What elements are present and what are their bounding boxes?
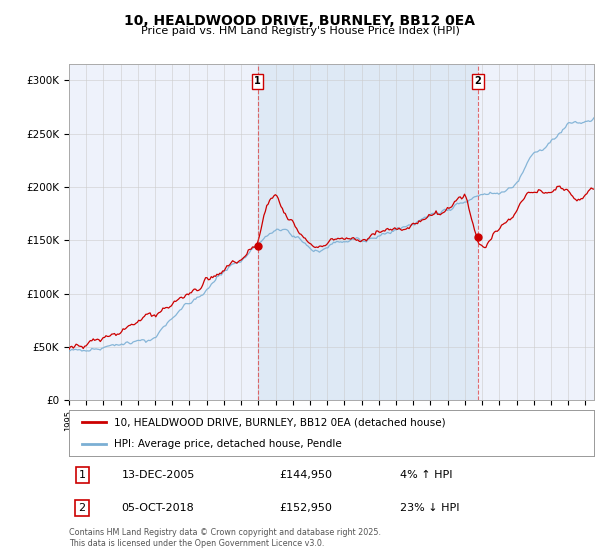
Text: 23% ↓ HPI: 23% ↓ HPI	[400, 503, 459, 513]
Text: Contains HM Land Registry data © Crown copyright and database right 2025.
This d: Contains HM Land Registry data © Crown c…	[69, 528, 381, 548]
Text: 13-DEC-2005: 13-DEC-2005	[121, 470, 195, 480]
Text: £144,950: £144,950	[279, 470, 332, 480]
Text: Price paid vs. HM Land Registry's House Price Index (HPI): Price paid vs. HM Land Registry's House …	[140, 26, 460, 36]
Text: 1: 1	[254, 76, 261, 86]
Text: £152,950: £152,950	[279, 503, 332, 513]
Text: 4% ↑ HPI: 4% ↑ HPI	[400, 470, 452, 480]
Text: 2: 2	[79, 503, 86, 513]
Text: HPI: Average price, detached house, Pendle: HPI: Average price, detached house, Pend…	[113, 439, 341, 449]
Text: 10, HEALDWOOD DRIVE, BURNLEY, BB12 0EA (detached house): 10, HEALDWOOD DRIVE, BURNLEY, BB12 0EA (…	[113, 417, 445, 427]
Text: 10, HEALDWOOD DRIVE, BURNLEY, BB12 0EA: 10, HEALDWOOD DRIVE, BURNLEY, BB12 0EA	[125, 14, 476, 28]
Text: 2: 2	[475, 76, 481, 86]
Text: 1: 1	[79, 470, 86, 480]
Text: 05-OCT-2018: 05-OCT-2018	[121, 503, 194, 513]
